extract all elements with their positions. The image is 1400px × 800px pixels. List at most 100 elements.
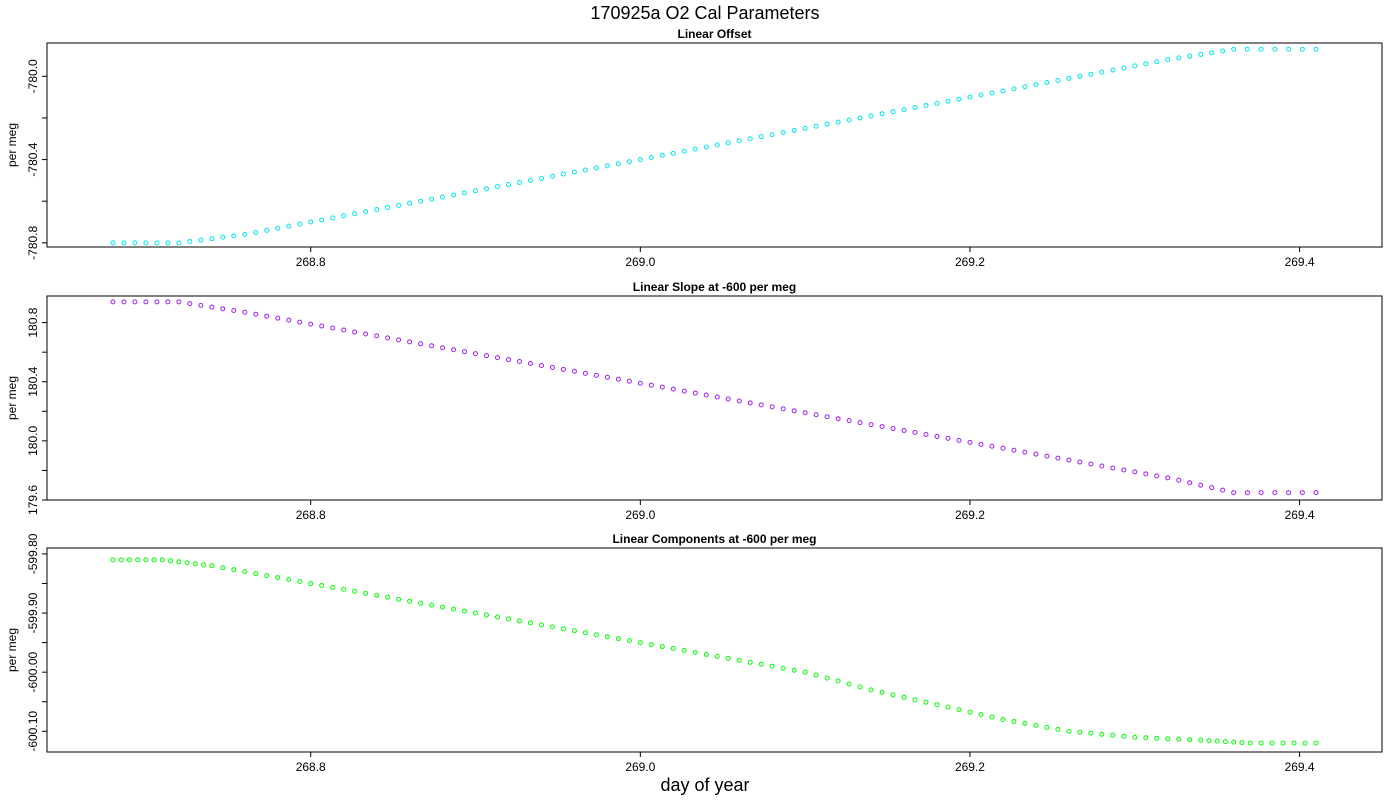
data-point — [835, 416, 841, 422]
data-point — [1258, 740, 1264, 746]
data-point — [1214, 738, 1220, 744]
data-point — [275, 315, 281, 321]
x-axis-title: day of year — [660, 775, 749, 795]
data-point — [692, 649, 698, 655]
data-point — [1165, 475, 1171, 481]
x-tick-label: 269.4 — [1285, 508, 1315, 522]
data-point — [1011, 447, 1017, 453]
data-point — [1099, 463, 1105, 469]
data-point — [1258, 490, 1264, 496]
x-tick-label: 269.4 — [1285, 255, 1315, 269]
data-point — [473, 610, 479, 616]
data-point — [835, 119, 841, 125]
data-point — [791, 408, 797, 414]
data-point — [549, 624, 555, 630]
data-point — [846, 681, 852, 687]
data-point — [725, 140, 731, 146]
data-point — [681, 388, 687, 394]
data-point — [286, 317, 292, 323]
data-point — [802, 125, 808, 131]
data-point — [494, 355, 500, 361]
data-point — [151, 557, 157, 563]
data-point — [126, 557, 132, 563]
data-point — [1231, 46, 1237, 52]
data-point — [201, 562, 207, 568]
data-point — [1132, 469, 1138, 475]
data-point — [846, 418, 852, 424]
data-point — [670, 386, 676, 392]
data-point — [681, 647, 687, 653]
data-point — [132, 240, 138, 246]
data-point — [484, 186, 490, 192]
x-tick-label: 269.2 — [955, 255, 985, 269]
data-point — [956, 96, 962, 102]
data-point — [736, 398, 742, 404]
panel-1: Linear Offset 268.8 269.0 269.2 269.4 -780.0 -… — [5, 27, 1383, 269]
data-point — [1022, 720, 1028, 726]
data-point — [527, 177, 533, 183]
data-point — [1239, 740, 1245, 746]
data-point — [484, 353, 490, 359]
data-point — [505, 616, 511, 622]
data-point — [494, 614, 500, 620]
data-point — [1000, 88, 1006, 94]
data-point — [143, 240, 149, 246]
data-point — [330, 584, 336, 590]
data-point — [604, 163, 610, 169]
panel-title: Linear Slope at -600 per meg — [633, 280, 796, 294]
data-point — [242, 569, 248, 575]
data-point — [192, 561, 198, 567]
data-point — [319, 582, 325, 588]
data-point — [714, 142, 720, 148]
data-point — [835, 678, 841, 684]
data-point — [1244, 490, 1250, 496]
data-point — [1198, 51, 1204, 57]
data-point — [967, 94, 973, 100]
data-point — [516, 618, 522, 624]
data-point — [1066, 728, 1072, 734]
data-point — [758, 661, 764, 667]
data-point — [890, 109, 896, 115]
data-point — [352, 329, 358, 335]
data-point — [494, 184, 500, 190]
data-point — [1220, 487, 1226, 493]
data-point — [747, 659, 753, 665]
data-point — [1313, 490, 1319, 496]
x-tick-label: 269.0 — [625, 255, 655, 269]
data-point — [253, 571, 259, 577]
data-point — [549, 364, 555, 370]
data-point — [934, 100, 940, 106]
data-point — [1000, 445, 1006, 451]
data-point — [1088, 461, 1094, 467]
data-point — [791, 667, 797, 673]
data-point — [1033, 82, 1039, 88]
data-point — [582, 370, 588, 376]
data-point — [385, 594, 391, 600]
data-point — [945, 435, 951, 441]
data-point — [846, 117, 852, 123]
data-point — [527, 620, 533, 626]
data-point — [989, 443, 995, 449]
data-point — [462, 190, 468, 196]
x-tick-label: 268.8 — [296, 508, 326, 522]
data-point — [396, 337, 402, 343]
data-point — [1066, 457, 1072, 463]
data-point — [505, 182, 511, 188]
data-point — [967, 709, 973, 715]
data-point — [1033, 451, 1039, 457]
y-axis-label: per meg — [5, 376, 19, 420]
data-point — [868, 113, 874, 119]
data-point — [538, 362, 544, 368]
data-point — [176, 559, 182, 565]
data-point — [1132, 734, 1138, 740]
data-point — [286, 577, 292, 583]
data-point — [429, 602, 435, 608]
data-point — [1272, 46, 1278, 52]
x-tick-label: 268.8 — [296, 760, 326, 774]
data-point — [374, 333, 380, 339]
data-point — [308, 219, 314, 225]
data-point — [110, 299, 116, 305]
data-point — [143, 299, 149, 305]
data-point — [253, 229, 259, 235]
data-point — [758, 402, 764, 408]
